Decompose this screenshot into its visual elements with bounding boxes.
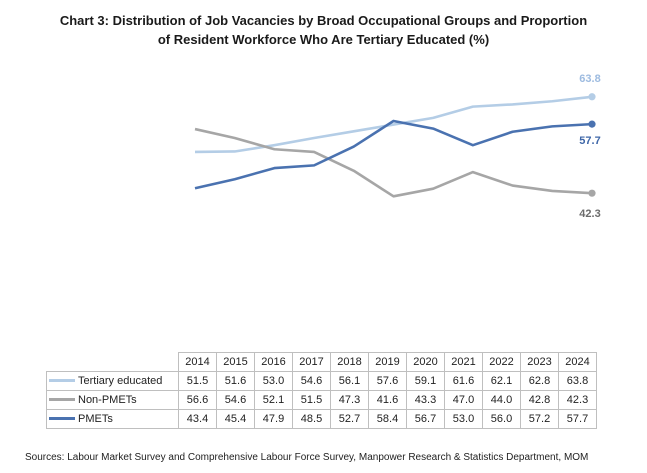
year-header-cell: 2023: [520, 352, 559, 372]
value-cell: 43.4: [178, 409, 217, 429]
value-cell: 56.6: [178, 390, 217, 410]
end-point-pmets: [588, 120, 596, 128]
value-cell: 47.0: [444, 390, 483, 410]
value-cell: 47.9: [254, 409, 293, 429]
year-header-cell: 2014: [178, 352, 217, 372]
end-label-tertiary-educated: 63.8: [579, 73, 600, 85]
value-cell: 52.1: [254, 390, 293, 410]
value-cell: 62.8: [520, 371, 559, 391]
series-label-cell: Non-PMETs: [46, 390, 179, 410]
value-cell: 53.0: [444, 409, 483, 429]
value-cell: 54.6: [292, 371, 331, 391]
value-cell: 51.5: [292, 390, 331, 410]
table-corner: [47, 353, 179, 372]
year-header-cell: 2016: [254, 352, 293, 372]
series-line-tertiary-educated: [194, 95, 593, 154]
year-header-cell: 2024: [558, 352, 597, 372]
legend-swatch: [49, 378, 75, 382]
year-header-cell: 2021: [444, 352, 483, 372]
value-cell: 47.3: [330, 390, 369, 410]
value-cell: 54.6: [216, 390, 255, 410]
value-cell: 59.1: [406, 371, 445, 391]
data-table: 2014 2015 2016 2017 2018 2019 2020 2021 2022 2023…: [46, 352, 597, 429]
line-chart: 63.8 42.3 57.7: [194, 73, 601, 220]
year-header-row: 2014 2015 2016 2017 2018 2019 2020 2021 2022 2023…: [47, 352, 597, 372]
value-cell: 56.7: [406, 409, 445, 429]
year-header-cell: 2017: [292, 352, 331, 372]
year-header-cell: 2020: [406, 352, 445, 372]
legend-swatch: [49, 416, 75, 420]
end-point-tertiary-educated: [588, 93, 596, 101]
value-cell: 52.7: [330, 409, 369, 429]
value-cell: 51.6: [216, 371, 255, 391]
series-label-cell: PMETs: [46, 409, 179, 429]
series-line-non-pmets: [194, 127, 593, 198]
chart-title-line-1: Chart 3: Distribution of Job Vacancies b…: [59, 13, 588, 28]
year-header-cell: 2022: [482, 352, 521, 372]
value-cell: 63.8: [558, 371, 597, 391]
chart-title: Chart 3: Distribution of Job Vacancies b…: [0, 11, 647, 49]
source-note: Sources: Labour Market Survey and Compre…: [25, 452, 589, 463]
value-cell: 57.2: [520, 409, 559, 429]
value-cell: 58.4: [368, 409, 407, 429]
end-point-non-pmets: [588, 189, 596, 197]
series-name: Tertiary educated: [78, 375, 163, 387]
value-cell: 56.0: [482, 409, 521, 429]
series-name: Non-PMETs: [78, 394, 137, 406]
series-line-pmets: [194, 119, 593, 190]
legend-swatch: [49, 397, 75, 401]
value-cell: 41.6: [368, 390, 407, 410]
value-cell: 51.5: [178, 371, 217, 391]
table-row: Non-PMETs 56.6 54.6 52.1 51.5 47.3 41.6 43.3 47.…: [46, 390, 597, 410]
value-cell: 61.6: [444, 371, 483, 391]
value-cell: 62.1: [482, 371, 521, 391]
series-name: PMETs: [78, 413, 113, 425]
series-label-cell: Tertiary educated: [46, 371, 179, 391]
chart-title-line-2: of Resident Workforce Who Are Tertiary E…: [157, 32, 490, 47]
value-cell: 42.3: [558, 390, 597, 410]
value-cell: 44.0: [482, 390, 521, 410]
value-cell: 57.6: [368, 371, 407, 391]
table-row: Tertiary educated 51.5 51.6 53.0 54.6 56.1 57.…: [46, 371, 597, 391]
year-header-cell: 2018: [330, 352, 369, 372]
value-cell: 57.7: [558, 409, 597, 429]
value-cell: 56.1: [330, 371, 369, 391]
end-label-pmets: 57.7: [579, 135, 600, 147]
value-cell: 48.5: [292, 409, 331, 429]
value-cell: 45.4: [216, 409, 255, 429]
end-label-non-pmets: 42.3: [579, 208, 600, 220]
year-header-cell: 2019: [368, 352, 407, 372]
value-cell: 53.0: [254, 371, 293, 391]
table-row: PMETs 43.4 45.4 47.9 48.5 52.7 58.4 56.7 53.0 56.…: [46, 409, 597, 429]
value-cell: 42.8: [520, 390, 559, 410]
value-cell: 43.3: [406, 390, 445, 410]
year-header-cell: 2015: [216, 352, 255, 372]
